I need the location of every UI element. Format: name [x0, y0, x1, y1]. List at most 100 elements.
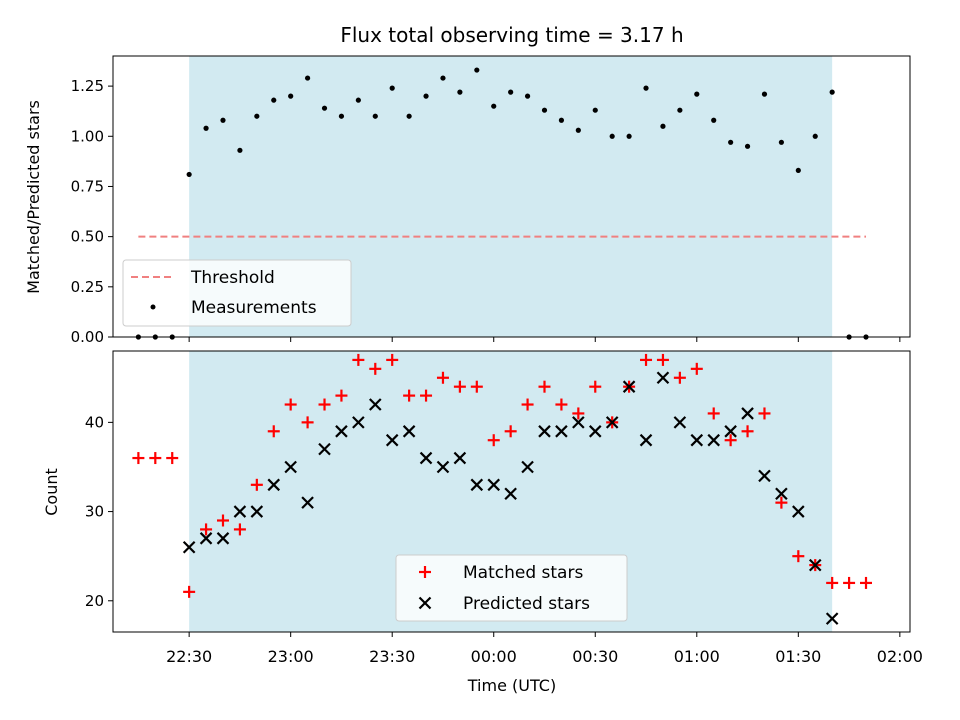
predicted-star-point-b [588, 425, 602, 438]
predicted-star-point [690, 433, 704, 447]
predicted-star-point-b [825, 612, 839, 625]
predicted-star-point-b [758, 469, 771, 483]
predicted-star-point-b [419, 451, 433, 465]
measurement-point [677, 107, 683, 113]
matched-star-point [436, 371, 449, 384]
predicted-star-point-b [453, 451, 467, 465]
measurement-point [355, 97, 361, 103]
measurement-point [761, 91, 768, 97]
matched-star-point [420, 389, 433, 402]
matched-star-point [352, 353, 365, 366]
matched-star-point [843, 576, 856, 589]
matched-star-point [860, 576, 873, 589]
matched-star-point [453, 380, 466, 393]
measurement-point [304, 75, 311, 81]
measurement-point [338, 113, 345, 119]
predicted-star-point-b [402, 425, 416, 438]
matched-star-point [267, 425, 280, 438]
bottom-y-axis-label: Count [42, 468, 61, 516]
predicted-star-point [808, 558, 822, 572]
matched-star-point [335, 389, 348, 402]
matched-star-point [521, 398, 534, 411]
measurement-point [744, 143, 751, 149]
predicted-star-point [538, 425, 551, 438]
matched-star-point [233, 523, 246, 536]
legend-predicted-marker-b [418, 596, 432, 610]
bottom-y-tick-label: 40 [85, 413, 104, 431]
predicted-star-point [250, 505, 264, 518]
predicted-star-point [233, 505, 247, 518]
predicted-star-point-b [724, 425, 737, 438]
matched-star-point [216, 514, 229, 527]
predicted-star-point [487, 478, 501, 492]
measurement-point [254, 113, 260, 119]
measurement-point [711, 117, 717, 123]
predicted-star-point-b [690, 433, 704, 447]
predicted-star-point [572, 416, 585, 429]
predicted-star-point-b [182, 540, 196, 554]
predicted-star-point [555, 425, 568, 438]
measurement-point [440, 75, 446, 81]
predicted-star-point-b [470, 478, 484, 492]
matched-star-point [166, 452, 179, 465]
predicted-star-point-b [216, 532, 230, 545]
predicted-star-point [521, 460, 534, 474]
measurement-point [694, 91, 700, 97]
matched-star-point [656, 353, 669, 366]
matched-star-point [792, 550, 805, 563]
predicted-star-point-b [572, 416, 585, 429]
predicted-star-point [639, 433, 653, 447]
matched-star-point [775, 496, 788, 509]
matched-star-point [690, 362, 703, 375]
matched-star-point [572, 407, 585, 420]
legend-matched-label: Matched stars [463, 563, 583, 583]
matched-star-point [487, 434, 500, 447]
top-y-tick-label: 1.25 [71, 77, 104, 95]
measurement-point [524, 93, 531, 99]
predicted-star-point-b [487, 478, 501, 492]
predicted-star-point [673, 416, 687, 429]
predicted-star-point-b [267, 478, 281, 492]
predicted-star-point-b [385, 433, 399, 447]
x-tick-label: 00:00 [471, 647, 517, 666]
legend-predicted-marker [418, 596, 432, 610]
predicted-star-point-b [538, 425, 551, 438]
predicted-star-point-b [673, 416, 687, 429]
bottom-axes-frame [112, 350, 911, 633]
predicted-star-point [775, 487, 788, 501]
matched-star-point [183, 585, 196, 598]
measurement-point [575, 127, 581, 133]
bottom-y-tick-label: 30 [85, 503, 104, 521]
legend-matched-marker [419, 566, 431, 578]
measurement-point [728, 139, 734, 145]
top-y-tick-label: 0.00 [71, 328, 104, 346]
measurement-point [237, 147, 243, 153]
matched-star-point [741, 425, 754, 438]
predicted-star-point-b [369, 398, 382, 411]
measurement-point [389, 85, 395, 91]
x-tick-label: 02:00 [877, 647, 923, 666]
measurement-point [778, 139, 784, 145]
top-legend: Threshold Measurements [122, 259, 352, 327]
measurement-point [660, 123, 666, 129]
x-tick-label: 23:30 [369, 647, 415, 666]
predicted-star-point-b [436, 460, 450, 474]
matched-star-point [724, 434, 737, 447]
predicted-star-point [707, 433, 720, 447]
predicted-star-point [758, 469, 771, 483]
matched-star-point [200, 523, 213, 536]
measurement-point [423, 93, 429, 99]
matched-star-point [284, 398, 297, 411]
measurement-point [203, 125, 209, 131]
matched-star-point [149, 452, 162, 465]
predicted-star-point-b [707, 433, 720, 447]
measurement-point [609, 133, 615, 139]
matched-star-point [640, 353, 653, 366]
measurement-point [541, 107, 548, 113]
predicted-star-point-b [250, 505, 264, 518]
measurement-point [491, 103, 497, 109]
predicted-star-point [318, 442, 331, 456]
measurement-point [271, 97, 277, 103]
matched-star-point [826, 576, 839, 589]
x-tick-label: 23:00 [268, 647, 314, 666]
